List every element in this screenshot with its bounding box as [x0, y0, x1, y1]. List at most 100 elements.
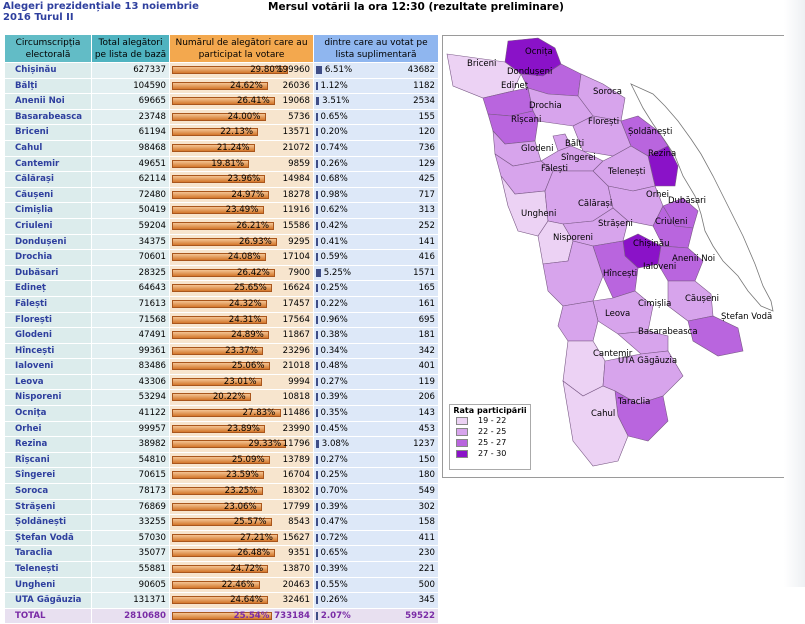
table-row: Călărași 62114 23.96% 14984 0.68% 425	[5, 172, 439, 188]
moldova-map-svg: Ocnița Briceni Dondușeni Edineț Soroca Drochi…	[446, 37, 774, 467]
col-header-total: Total alegători pe lista de bază	[92, 35, 170, 63]
supplementary-count: 161	[418, 298, 435, 309]
district-name: Căușeni	[5, 187, 92, 204]
supplementary-count: 453	[418, 423, 435, 434]
district-name: Chișinău	[5, 63, 92, 79]
turnout-percent: 20.22%	[212, 392, 246, 403]
legend-swatch	[456, 438, 468, 447]
table-row: Dondușeni 34375 26.93% 9295 0.41% 141	[5, 234, 439, 251]
supplementary-percent: 0.70%	[320, 486, 348, 497]
total-voters: 71613	[92, 296, 170, 313]
turnout-cell: 24.97% 18278	[170, 187, 314, 204]
turnout-percent: 23.37%	[225, 345, 258, 356]
voted-count: 17564	[282, 314, 310, 325]
supplementary-cell: 0.48% 401	[314, 359, 439, 375]
supplementary-bar	[316, 346, 318, 355]
district-name: TOTAL	[5, 608, 92, 624]
district-area	[562, 380, 629, 467]
voted-count: 21072	[282, 142, 310, 153]
supplementary-count: 1182	[413, 80, 435, 91]
turnout-bar	[172, 518, 272, 527]
supplementary-count: 252	[418, 220, 435, 231]
supplementary-percent: 3.51%	[322, 96, 350, 107]
district-label: Chișinău	[633, 239, 669, 249]
turnout-bar	[172, 315, 267, 324]
turnout-percent: 24.62%	[230, 80, 263, 91]
table-row: Cahul 98468 21.24% 21072 0.74% 736	[5, 140, 439, 157]
district-name: Soroca	[5, 484, 92, 500]
total-voters: 76869	[92, 499, 170, 516]
table-row: Nisporeni 53294 20.22% 10818 0.39% 206	[5, 390, 439, 407]
district-label: Briceni	[467, 59, 496, 69]
voted-count: 17799	[282, 501, 310, 512]
district-label: Telenești	[607, 167, 645, 177]
table-row: Anenii Noi 69665 26.41% 19068 3.51% 2534	[5, 94, 439, 110]
district-name: Dubăsari	[5, 265, 92, 282]
supplementary-count: 165	[418, 283, 435, 294]
turnout-bar	[172, 565, 269, 573]
district-name: Briceni	[5, 125, 92, 141]
turnout-percent: 29.33%	[248, 439, 282, 450]
supplementary-cell: 0.26% 345	[314, 593, 439, 609]
supplementary-cell: 0.68% 425	[314, 172, 439, 188]
supplementary-percent: 0.20%	[320, 127, 348, 138]
supplementary-percent: 0.62%	[320, 205, 348, 216]
district-label: Florești	[588, 117, 619, 127]
total-voters: 2810680	[92, 608, 170, 624]
table-row: Telenești 55881 24.72% 13870 0.39% 221	[5, 562, 439, 578]
voted-count: 14984	[282, 174, 310, 185]
turnout-cell: 26.42% 7900	[170, 265, 314, 282]
turnout-percent: 24.89%	[231, 330, 264, 341]
turnout-cell: 27.21% 15627	[170, 530, 314, 547]
district-name: Hîncești	[5, 343, 92, 360]
table-row: Chișinău 627337 29.80% 199960 6.51% 43682	[5, 63, 439, 79]
district-label: Leova	[605, 309, 630, 319]
turnout-percent: 23.01%	[223, 376, 257, 387]
supplementary-cell: 0.35% 143	[314, 406, 439, 422]
turnout-percent: 26.21%	[236, 220, 269, 231]
table-row: Ocnița 41122 27.83% 11486 0.35% 143	[5, 406, 439, 422]
district-name: Florești	[5, 312, 92, 329]
supplementary-cell: 0.42% 252	[314, 218, 439, 235]
table-row: Drochia 70601 24.08% 17104 0.59% 416	[5, 250, 439, 266]
voted-count: 17104	[282, 252, 310, 263]
total-voters: 99957	[92, 421, 170, 438]
district-name: Criuleni	[5, 218, 92, 235]
voted-count: 9351	[288, 548, 310, 559]
total-voters: 55881	[92, 562, 170, 578]
turnout-cell: 27.83% 11486	[170, 406, 314, 422]
turnout-bar	[172, 377, 262, 386]
total-voters: 23748	[92, 109, 170, 126]
turnout-bar	[172, 128, 259, 137]
supplementary-cell: 3.51% 2534	[314, 94, 439, 110]
supplementary-percent: 0.39%	[320, 501, 348, 512]
district-name: Nisporeni	[5, 390, 92, 407]
turnout-cell: 24.32% 17457	[170, 296, 314, 313]
supplementary-cell: 0.27% 119	[314, 374, 439, 391]
turnout-percent: 24.00%	[227, 111, 261, 122]
total-voters: 72480	[92, 187, 170, 204]
district-name: Glodeni	[5, 328, 92, 344]
voted-count: 11796	[282, 439, 310, 450]
supplementary-bar	[316, 487, 318, 496]
voted-count: 16704	[282, 470, 310, 481]
supplementary-bar	[316, 331, 318, 340]
turnout-cell: 25.06% 21018	[170, 359, 314, 375]
supplementary-count: 120	[418, 127, 435, 138]
district-name: Ialoveni	[5, 359, 92, 375]
supplementary-count: 411	[418, 532, 435, 543]
col-header-voted: Numărul de alegători care au participat …	[170, 35, 314, 63]
district-name: Bălți	[5, 78, 92, 95]
transnistria-outline	[630, 83, 774, 312]
supplementary-count: 549	[418, 486, 435, 497]
district-label: Călărași	[578, 199, 612, 209]
total-voters: 78173	[92, 484, 170, 500]
turnout-bar	[172, 206, 264, 215]
turnout-bar	[172, 455, 270, 464]
supplementary-percent: 0.39%	[320, 392, 348, 403]
table-body: Chișinău 627337 29.80% 199960 6.51% 43682 Bălț…	[5, 63, 439, 624]
supplementary-percent: 5.25%	[323, 267, 352, 278]
supplementary-bar	[316, 611, 318, 620]
table-row: Soroca 78173 23.25% 18302 0.70% 549	[5, 484, 439, 500]
legend-items: 19 - 22 22 - 25 25 - 27 27 - 30	[450, 415, 530, 459]
